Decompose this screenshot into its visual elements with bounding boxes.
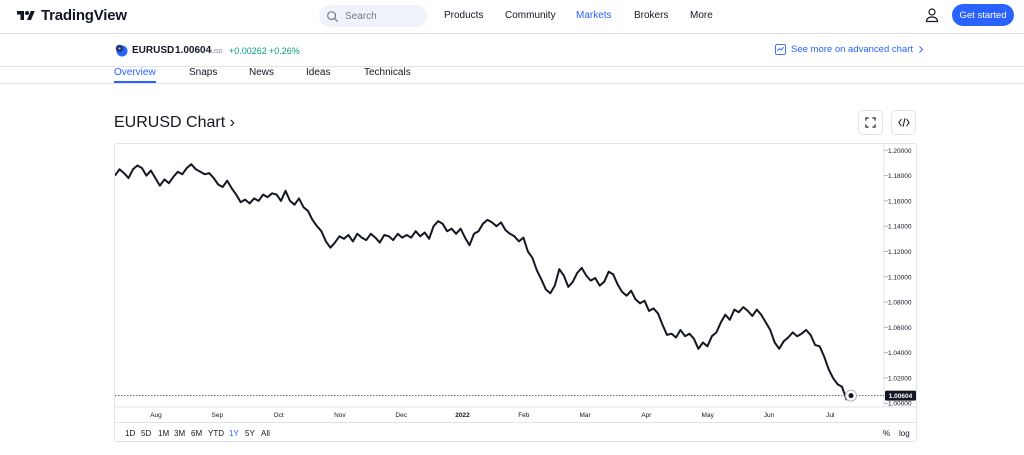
y-tick-label: 1.20000 [888, 148, 912, 155]
symbol-header: EURUSD 1.00604 USD +0.00262 +0.26% See m… [0, 34, 1024, 67]
symbol-price: 1.00604 [175, 45, 212, 56]
fullscreen-button[interactable] [858, 110, 883, 135]
tab-overview[interactable]: Overview [114, 67, 156, 78]
price-series-line [115, 163, 852, 401]
x-tick-label: Feb [518, 412, 530, 419]
x-tick-label: 2022 [455, 412, 470, 419]
x-tick-label: Dec [395, 412, 407, 419]
symbol-change-percent: +0.26% [269, 46, 300, 56]
user-icon[interactable] [924, 7, 940, 23]
symbol-tabs: Overview Snaps News Ideas Technicals [0, 67, 1024, 84]
search-icon [327, 10, 339, 22]
symbol-name: EURUSD [132, 45, 175, 56]
brand-logo[interactable]: TradingView [16, 7, 127, 24]
log-scale-toggle[interactable]: log [899, 429, 910, 438]
range-3m[interactable]: 3M [174, 429, 186, 438]
x-tick-label: Aug [150, 412, 162, 419]
y-tick-label: 1.12000 [888, 249, 912, 256]
fullscreen-icon [865, 117, 876, 128]
chart-icon [775, 44, 786, 55]
last-price-label-bg [885, 390, 916, 401]
symbol-currency: USD [211, 49, 223, 55]
chart-title[interactable]: EURUSD Chart › [114, 114, 235, 131]
brand-name: TradingView [41, 7, 127, 24]
x-tick-label: Jun [764, 412, 775, 419]
nav-more[interactable]: More [690, 10, 713, 21]
chart-range-bar: 1D 5D 1M 3M 6M YTD 1Y 5Y All % log [115, 422, 916, 442]
y-tick-label: 1.18000 [888, 173, 912, 180]
x-tick-label: Nov [334, 412, 346, 419]
chevron-right-icon [919, 46, 924, 53]
symbol-change: +0.00262 [229, 46, 267, 56]
currency-flag-icon [115, 44, 128, 57]
advanced-chart-link[interactable]: See more on advanced chart [775, 44, 924, 55]
nav-brokers[interactable]: Brokers [634, 10, 669, 21]
tab-technicals[interactable]: Technicals [364, 67, 411, 78]
last-point-marker [848, 393, 854, 399]
y-tick-label: 1.08000 [888, 300, 912, 307]
y-tick-label: 1.16000 [888, 198, 912, 205]
x-tick-label: Apr [641, 412, 652, 419]
range-5d[interactable]: 5D [141, 429, 152, 438]
price-chart[interactable]: 1.20000 1.18000 1.16000 1.14000 1.12000 1.100… [114, 143, 917, 442]
active-tab-indicator [114, 81, 156, 83]
percent-scale-toggle[interactable]: % [883, 429, 891, 438]
range-ytd[interactable]: YTD [208, 429, 224, 438]
range-5y[interactable]: 5Y [245, 429, 255, 438]
x-tick-label: Oct [274, 412, 284, 419]
tab-news[interactable]: News [249, 67, 275, 78]
x-tick-label: Mar [579, 412, 591, 419]
nav-products[interactable]: Products [444, 10, 484, 21]
range-all[interactable]: All [261, 429, 270, 438]
y-tick-label: 1.06000 [888, 325, 912, 332]
y-tick-label: 1.14000 [888, 224, 912, 231]
y-tick-label: 1.04000 [888, 350, 912, 357]
tradingview-logo-icon [17, 10, 35, 20]
top-navigation: TradingView Products Community Markets B… [0, 0, 1024, 34]
price-chart-plot[interactable]: 1.20000 1.18000 1.16000 1.14000 1.12000 1.100… [115, 144, 916, 422]
advanced-chart-label: See more on advanced chart [791, 44, 913, 55]
last-price-label: 1.00604 [889, 393, 913, 400]
nav-community[interactable]: Community [505, 10, 556, 21]
nav-markets[interactable]: Markets [576, 10, 612, 21]
tab-snaps[interactable]: Snaps [189, 67, 218, 78]
range-1d[interactable]: 1D [125, 429, 136, 438]
y-tick-label: 1.10000 [888, 274, 912, 281]
range-6m[interactable]: 6M [191, 429, 203, 438]
tab-ideas[interactable]: Ideas [306, 67, 331, 78]
range-1y[interactable]: 1Y [229, 429, 239, 438]
y-tick-label: 1.02000 [888, 375, 912, 382]
search-input[interactable] [345, 10, 425, 22]
x-tick-label: Jul [826, 412, 835, 419]
range-1m[interactable]: 1M [158, 429, 170, 438]
x-tick-label: Sep [212, 412, 224, 419]
embed-button[interactable] [891, 110, 916, 135]
get-started-button[interactable]: Get started [952, 4, 1014, 26]
y-tick-label: 1.00000 [888, 401, 912, 408]
code-icon [897, 118, 910, 127]
x-tick-label: May [702, 412, 715, 419]
search-box[interactable] [319, 5, 427, 27]
